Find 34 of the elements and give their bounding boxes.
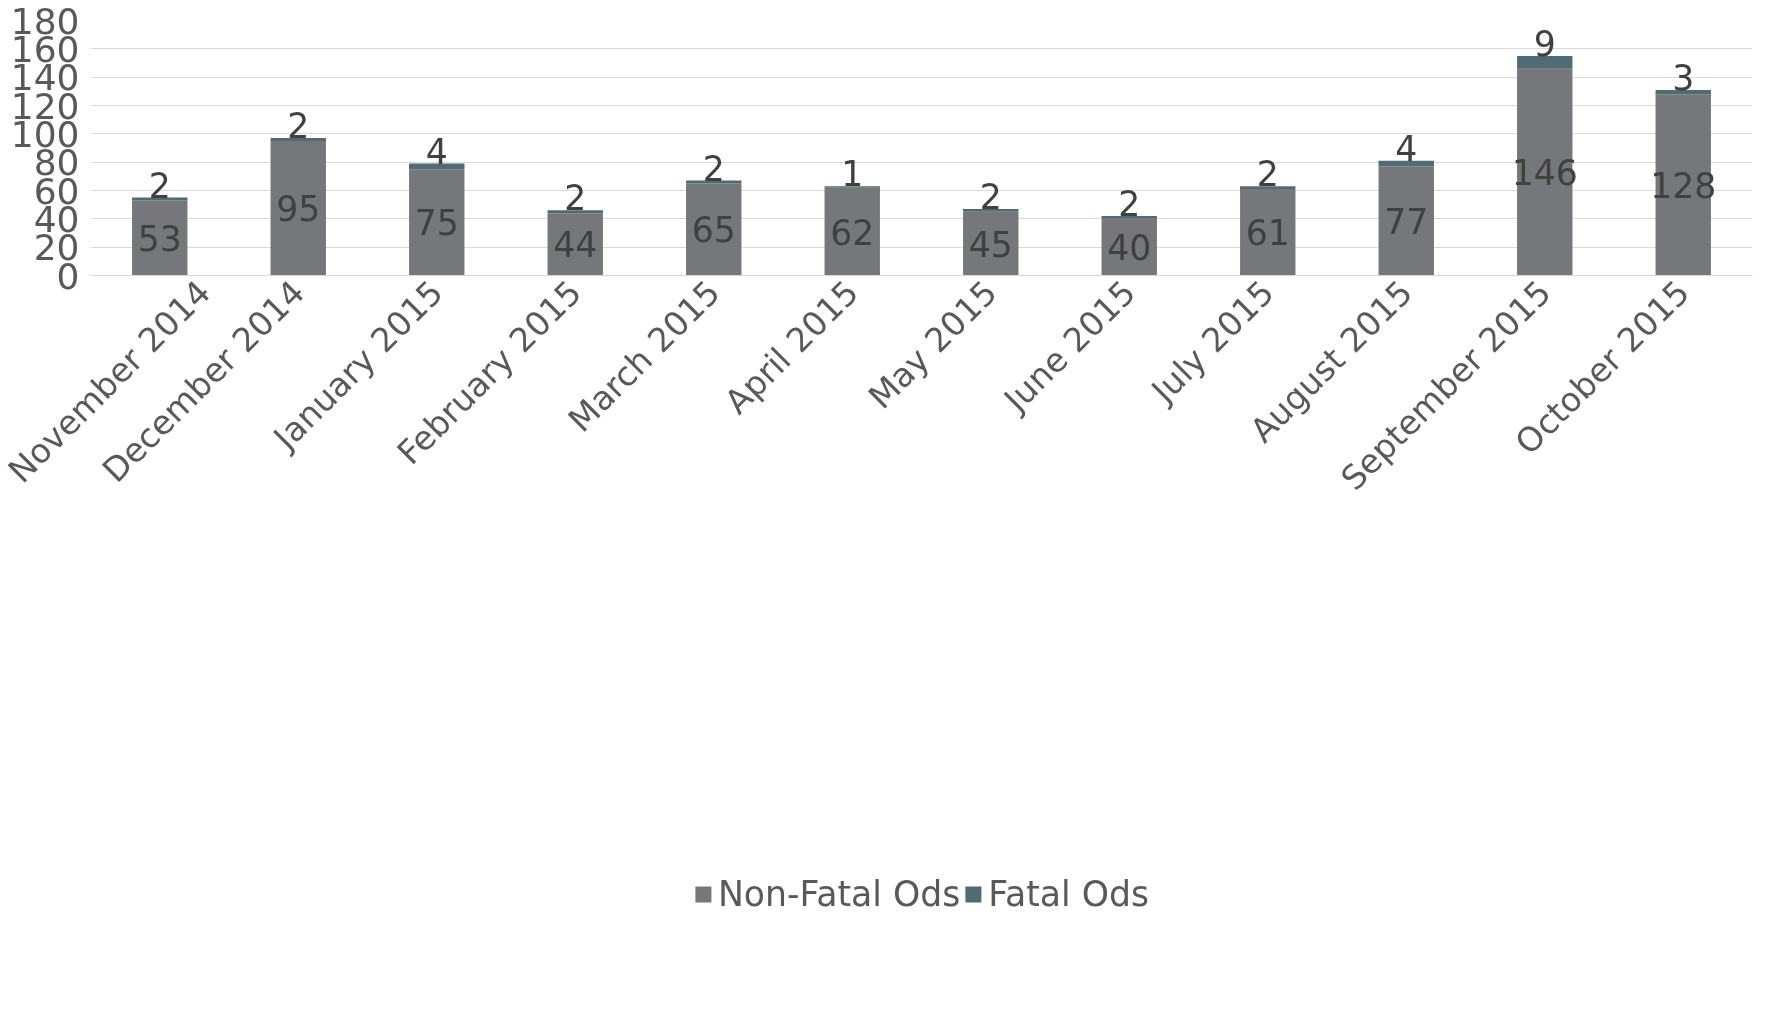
data-label: 95 — [276, 189, 321, 230]
data-label: 77 — [1384, 201, 1429, 242]
bar — [1378, 166, 1434, 276]
data-label: 2 — [287, 106, 310, 147]
data-label: 2 — [1256, 154, 1279, 195]
data-label: 40 — [1107, 228, 1152, 269]
data-label: 62 — [830, 212, 875, 253]
bar — [1655, 89, 1711, 95]
legend-label: Non-Fatal Ods — [717, 874, 961, 914]
data-label: 2 — [1118, 184, 1141, 224]
data-label: 3 — [1672, 57, 1695, 98]
bar — [409, 169, 465, 276]
data-label: 53 — [137, 218, 182, 259]
bar — [270, 138, 326, 141]
bar — [547, 210, 603, 214]
bar — [1517, 55, 1573, 69]
data-label: 4 — [425, 131, 448, 172]
data-label: 2 — [564, 178, 587, 219]
bar — [270, 140, 326, 276]
data-label: 45 — [968, 224, 1013, 265]
bar — [1101, 216, 1157, 219]
bar — [1240, 186, 1296, 190]
data-label: 4 — [1395, 128, 1418, 169]
data-label: 65 — [691, 210, 736, 251]
data-label: 75 — [414, 203, 459, 244]
data-label: 44 — [553, 225, 598, 266]
data-label: 9 — [1533, 23, 1556, 64]
data-label: 2 — [702, 148, 725, 189]
data-label: 2 — [979, 176, 1002, 217]
data-label: 61 — [1245, 213, 1290, 254]
data-label: 1 — [841, 154, 864, 195]
legend-label: Fatal Ods — [988, 874, 1150, 914]
bar — [963, 208, 1019, 212]
data-label: 2 — [148, 165, 171, 206]
